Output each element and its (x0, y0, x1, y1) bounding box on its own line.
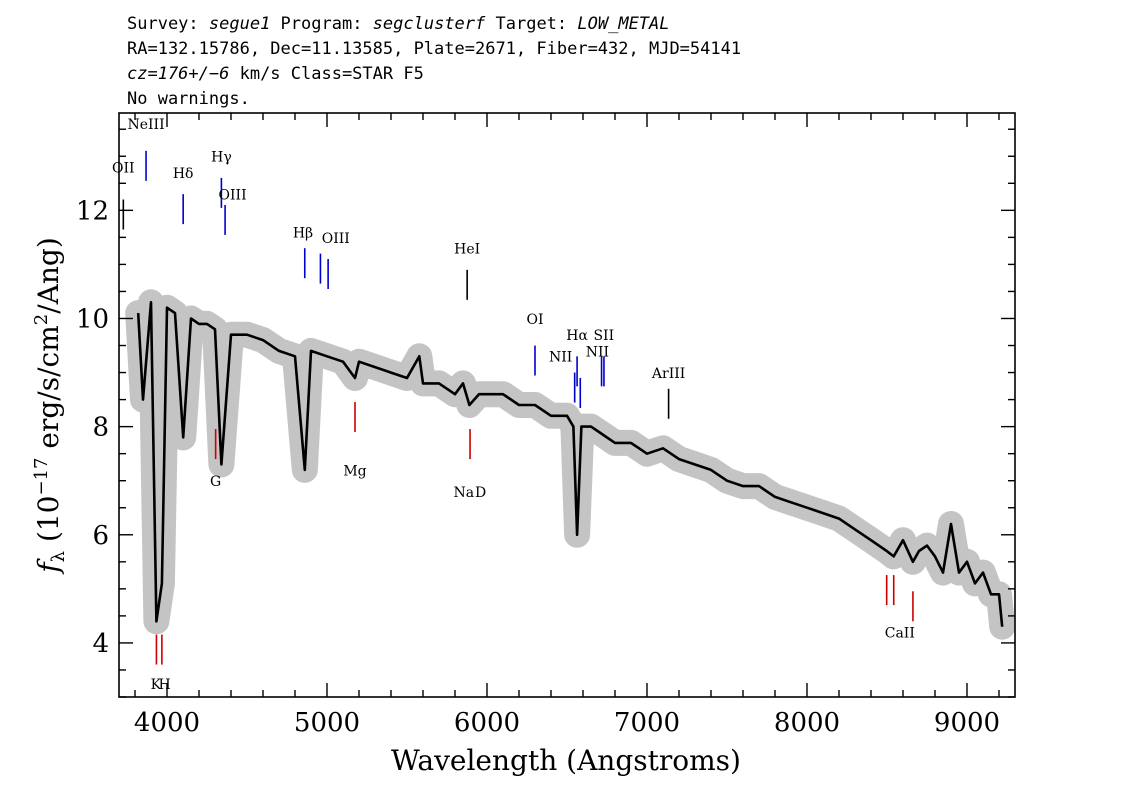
header-survey-value: segue1 (209, 14, 270, 34)
line-marker-label: Hβ (293, 225, 313, 241)
x-tick-label: 8000 (774, 708, 840, 738)
y-tick-label: 6 (92, 521, 109, 551)
header-program-prefix: Program: (270, 14, 372, 34)
y-axis-title-exp2: 2 (31, 314, 52, 325)
header-line-survey: Survey: segue1 Program: segclusterf Targ… (127, 14, 670, 34)
line-marker-label: NII (549, 350, 572, 366)
x-tick-label: 5000 (294, 708, 360, 738)
line-marker-label: CaII (885, 626, 915, 642)
line-marker-label: HeI (454, 242, 480, 258)
y-tick-label: 10 (76, 304, 109, 334)
header-cz: cz=176+/−6 (127, 64, 229, 84)
y-tick-label: 4 (92, 629, 109, 659)
y-tick-label: 12 (76, 196, 109, 226)
line-marker-label: NII (586, 344, 609, 360)
line-marker-label: Hδ (173, 166, 194, 182)
plot-frame (118, 112, 1016, 698)
header-line-coordinates: RA=132.15786, Dec=11.13585, Plate=2671, … (127, 39, 741, 59)
line-marker-label: H (158, 677, 170, 693)
header-line-redshift: cz=176+/−6 km/s Class=STAR F5 (127, 64, 424, 84)
y-axis-title: fλ (10−17 erg/s/cm2/Ang) (31, 237, 69, 575)
line-marker-label: OIII (322, 231, 350, 247)
y-axis-title-open: (10 (32, 496, 65, 551)
line-marker-label: Na (453, 485, 474, 501)
x-tick-label: 7000 (614, 708, 680, 738)
y-tick-label: 8 (92, 413, 109, 443)
line-marker-label: D (475, 485, 486, 501)
header-target-prefix: Target: (485, 14, 577, 34)
header-survey-prefix: Survey: (127, 14, 209, 34)
x-tick-label: 6000 (454, 708, 520, 738)
x-tick-label: 4000 (134, 708, 200, 738)
y-axis-title-sub: λ (48, 551, 69, 562)
header-program-value: segclusterf (373, 14, 486, 34)
line-marker-label: OI (526, 312, 543, 328)
line-marker-label: K (151, 677, 162, 693)
axes: 4000 5000 6000 7000 8000 9000 4 6 8 10 12 (76, 112, 1016, 738)
y-axis-title-close: /Ang) (32, 237, 65, 314)
flux-line (136, 300, 1004, 627)
x-axis-title: Wavelength (Angstroms) (391, 744, 741, 777)
header-line-warnings: No warnings. (127, 89, 250, 109)
line-marker-label: OIII (219, 188, 247, 204)
line-marker-label: SII (593, 328, 614, 344)
x-tick-label: 9000 (934, 708, 1000, 738)
line-marker-label: Mg (343, 463, 366, 479)
flux-polyline (136, 300, 1004, 627)
y-axis-title-mid: erg/s/cm (32, 325, 65, 457)
line-marker-label: OII (112, 160, 135, 176)
line-marker-label: Hα (566, 328, 588, 344)
line-marker-label: NeIII (127, 117, 164, 133)
header-target-value: LOW_METAL (577, 14, 669, 34)
line-marker-label: ArIII (651, 366, 685, 382)
line-marker-label: Hγ (211, 150, 232, 166)
header-class: km/s Class=STAR F5 (229, 64, 423, 84)
line-marker-label: G (210, 474, 221, 490)
y-axis-title-exp: −17 (31, 458, 52, 496)
